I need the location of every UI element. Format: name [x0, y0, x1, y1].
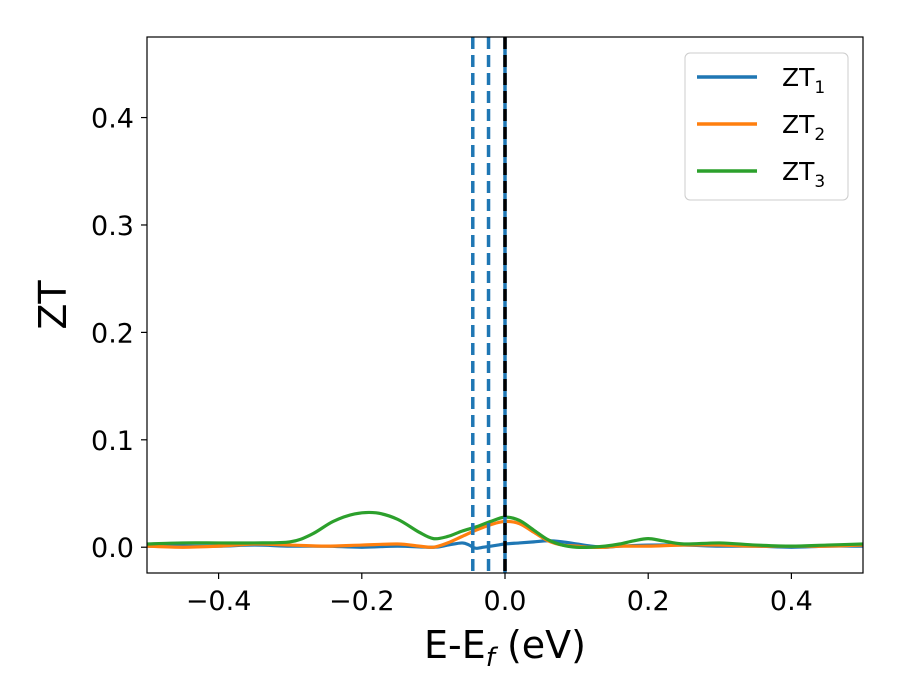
legend-label-zt1: ZT1 — [782, 63, 825, 98]
y-tick-label: 0.3 — [91, 211, 134, 242]
y-tick-label: 0.2 — [91, 318, 134, 349]
y-axis-label: ZT — [31, 280, 75, 330]
ticks-layer: −0.4 −0.2 0.0 0.2 0.4 0.0 0.1 0.2 0.3 0.4 — [91, 104, 813, 617]
y-tick-label: 0.0 — [91, 533, 134, 564]
series-layer — [147, 510, 863, 550]
legend-label-zt2: ZT2 — [782, 110, 825, 145]
y-tick-label: 0.4 — [91, 104, 134, 135]
x-tick-label: 0.2 — [627, 586, 670, 617]
x-tick-label: −0.4 — [186, 586, 252, 617]
x-tick-label: 0.4 — [770, 586, 813, 617]
x-tick-label: 0.0 — [484, 586, 527, 617]
x-tick-label: −0.2 — [329, 586, 395, 617]
series-line-zt3 — [147, 510, 863, 550]
reference-lines-layer — [471, 37, 507, 573]
legend-label-zt3: ZT3 — [782, 157, 825, 192]
x-axis-label: E-Ef (eV) — [424, 623, 586, 673]
legend-box — [684, 52, 849, 201]
legend: ZT1 ZT2 ZT3 — [684, 52, 849, 201]
y-tick-label: 0.1 — [91, 426, 134, 457]
